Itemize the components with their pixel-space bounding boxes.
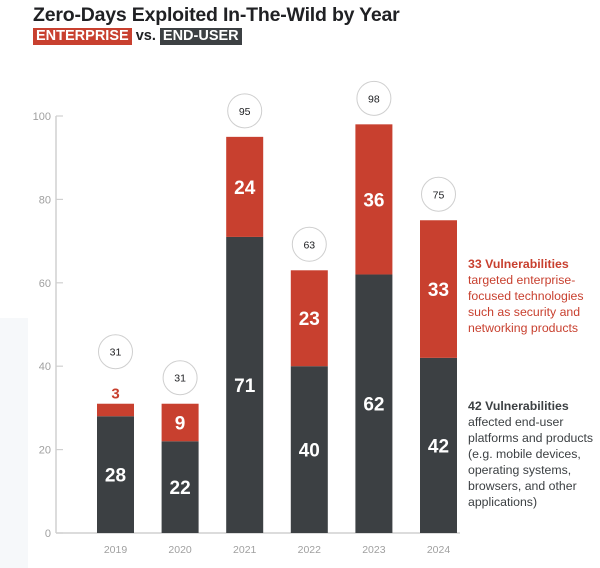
total-bubble — [356, 80, 392, 116]
total-label: 31 — [110, 347, 122, 359]
enterprise-value-label: 33 — [428, 280, 449, 301]
enterprise-value-label: 24 — [234, 178, 256, 199]
chart-subtitle: ENTERPRISE vs. END-USER — [33, 28, 242, 45]
total-bubble — [227, 93, 263, 129]
bar-enterprise — [355, 124, 393, 275]
end-user-value-label: 42 — [428, 436, 449, 457]
bar-end-user — [420, 357, 457, 533]
x-tick-label: 2023 — [362, 544, 386, 556]
chart-title: Zero-Days Exploited In-The-Wild by Year — [33, 4, 400, 26]
end-user-value-label: 22 — [170, 478, 191, 499]
enterprise-value-label: 9 — [175, 413, 186, 434]
end-user-annotation: 42 Vulnerabilities affected end-user pla… — [468, 398, 600, 510]
y-tick-label: 60 — [39, 278, 51, 290]
y-tick-label: 0 — [45, 528, 51, 540]
end-user-value-label: 28 — [105, 466, 126, 487]
total-bubble — [98, 334, 133, 370]
end-user-value-label: 40 — [299, 441, 320, 462]
bar-end-user — [355, 274, 393, 533]
total-bubble — [291, 226, 327, 262]
total-bubble — [421, 176, 456, 212]
x-tick-label: 2019 — [104, 544, 128, 556]
background-panel — [0, 318, 28, 568]
enterprise-value-label: 3 — [111, 386, 119, 403]
bar-enterprise — [226, 136, 264, 237]
end-user-annotation-heading: 42 Vulnerabilities — [468, 399, 569, 413]
total-label: 63 — [303, 239, 315, 251]
bar-enterprise — [97, 403, 134, 417]
bar-enterprise — [290, 270, 328, 367]
total-label: 95 — [239, 106, 251, 118]
bar-end-user — [97, 416, 134, 533]
x-tick-label: 2020 — [168, 544, 192, 556]
total-label: 98 — [368, 93, 380, 105]
bar-end-user — [161, 441, 199, 533]
bar-enterprise — [420, 220, 457, 358]
x-tick-label: 2021 — [233, 544, 257, 556]
enterprise-value-label: 36 — [363, 190, 384, 211]
enterprise-annotation-body: targeted enterprise-focused technologies… — [468, 273, 584, 335]
bar-end-user — [226, 236, 264, 533]
y-tick-label: 80 — [39, 194, 51, 206]
end-user-value-label: 71 — [234, 376, 256, 397]
enterprise-annotation: 33 Vulnerabilities targeted enterprise-f… — [468, 256, 600, 336]
y-tick-label: 100 — [33, 111, 51, 123]
end-user-tag: END-USER — [159, 28, 242, 45]
total-label: 31 — [174, 373, 186, 385]
enterprise-annotation-heading: 33 Vulnerabilities — [468, 257, 569, 271]
end-user-annotation-body: affected end-user platforms and products… — [468, 415, 594, 509]
total-label: 75 — [433, 189, 445, 201]
x-tick-label: 2022 — [298, 544, 322, 556]
y-tick-label: 40 — [39, 361, 51, 373]
bar-enterprise — [161, 403, 199, 442]
y-tick-label: 20 — [39, 445, 51, 457]
end-user-value-label: 62 — [363, 395, 384, 416]
enterprise-tag: ENTERPRISE — [33, 28, 132, 45]
total-bubble — [162, 360, 198, 396]
bar-end-user — [290, 366, 328, 533]
vs-text: vs. — [135, 28, 156, 44]
enterprise-value-label: 23 — [299, 309, 320, 330]
x-tick-label: 2024 — [427, 544, 451, 556]
